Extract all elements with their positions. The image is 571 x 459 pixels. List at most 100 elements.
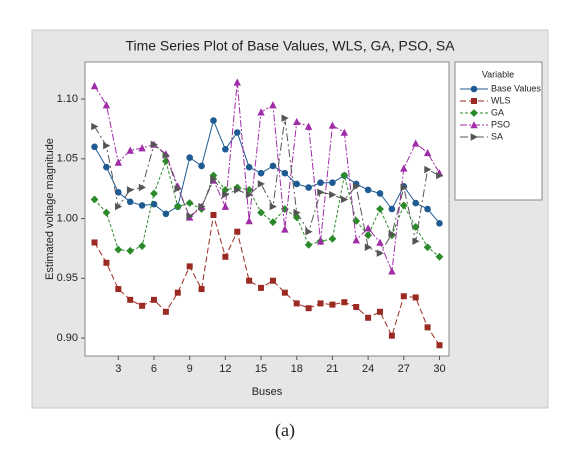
data-point [424,165,432,174]
data-point [435,252,444,261]
data-point [233,186,242,194]
data-point [257,169,265,177]
data-point [185,199,194,207]
data-point [376,238,384,246]
data-point [245,217,253,225]
caption: (a) [275,420,295,441]
data-point [412,199,419,207]
data-point [269,202,277,211]
y-tick-label: 0.95 [57,272,78,284]
data-point [365,314,372,321]
data-point [328,234,337,243]
legend-marker [470,121,478,129]
data-point [400,164,408,172]
data-point [186,263,193,270]
data-point [150,189,158,198]
data-point [436,220,443,227]
data-point [114,245,123,254]
data-point [210,211,217,218]
data-point [90,82,99,90]
legend-label: GA [491,107,504,117]
data-point [281,225,289,233]
data-point [411,223,420,231]
data-point [400,293,407,300]
data-point [304,240,313,249]
y-tick-label: 1.10 [57,93,78,105]
data-point [221,202,230,210]
x-tick-label: 30 [433,363,445,375]
data-point [222,145,229,153]
data-point [304,122,313,130]
data-point [115,188,122,196]
data-point [210,117,217,124]
data-point [352,182,361,190]
data-point [126,186,135,194]
data-point [186,154,193,161]
data-point [423,148,432,157]
data-point [138,202,146,209]
data-point [257,108,265,116]
data-point [340,128,349,136]
data-point [114,158,123,166]
data-point [245,190,254,199]
data-point [412,237,420,245]
data-point [126,198,134,206]
data-point [305,305,312,312]
data-point [245,163,253,171]
data-point [91,122,99,131]
x-tick-label: 21 [326,363,338,375]
data-point [150,140,158,149]
data-point [364,231,373,240]
data-point [316,237,325,245]
data-point [341,299,348,306]
data-point [376,205,384,213]
data-point [364,243,373,251]
data-point [186,212,194,220]
data-point [150,296,157,303]
chart-title: Time Series Plot of Base Values, WLS, GA… [125,38,455,54]
data-point [317,179,324,187]
x-tick-label: 12 [219,363,231,375]
data-point [305,184,312,191]
data-point [126,146,134,154]
data-point [376,190,384,197]
x-tick-label: 24 [362,363,374,375]
data-point [341,195,349,204]
data-point [222,253,229,260]
data-point [329,190,337,199]
series-line [94,159,440,258]
y-tick-label: 1.05 [57,153,78,165]
data-point [162,308,169,315]
data-point [364,224,372,232]
data-point [162,151,170,159]
data-point [138,242,146,250]
legend-marker [471,98,477,104]
data-point [198,202,206,211]
data-point [352,236,360,244]
x-tick-label: 18 [291,363,303,375]
data-point [388,205,396,213]
plot-area [84,61,450,357]
data-point [115,202,123,211]
data-point [388,332,395,339]
data-point [317,300,324,307]
data-point [198,286,205,293]
data-point [423,243,432,252]
data-point [293,208,301,217]
data-point [233,129,241,136]
data-point [399,201,408,210]
data-point [293,117,301,126]
data-point [388,267,396,275]
data-point [126,246,135,255]
data-point [173,202,182,211]
y-axis-label: Estimated voltage magnitude [44,138,56,280]
x-tick-label: 27 [398,363,410,375]
data-point [103,141,111,150]
legend-box [454,61,543,201]
x-axis-label: Buses [252,386,283,398]
data-point [293,300,300,307]
data-point [102,101,111,109]
data-point [103,163,110,171]
data-point [305,228,313,236]
